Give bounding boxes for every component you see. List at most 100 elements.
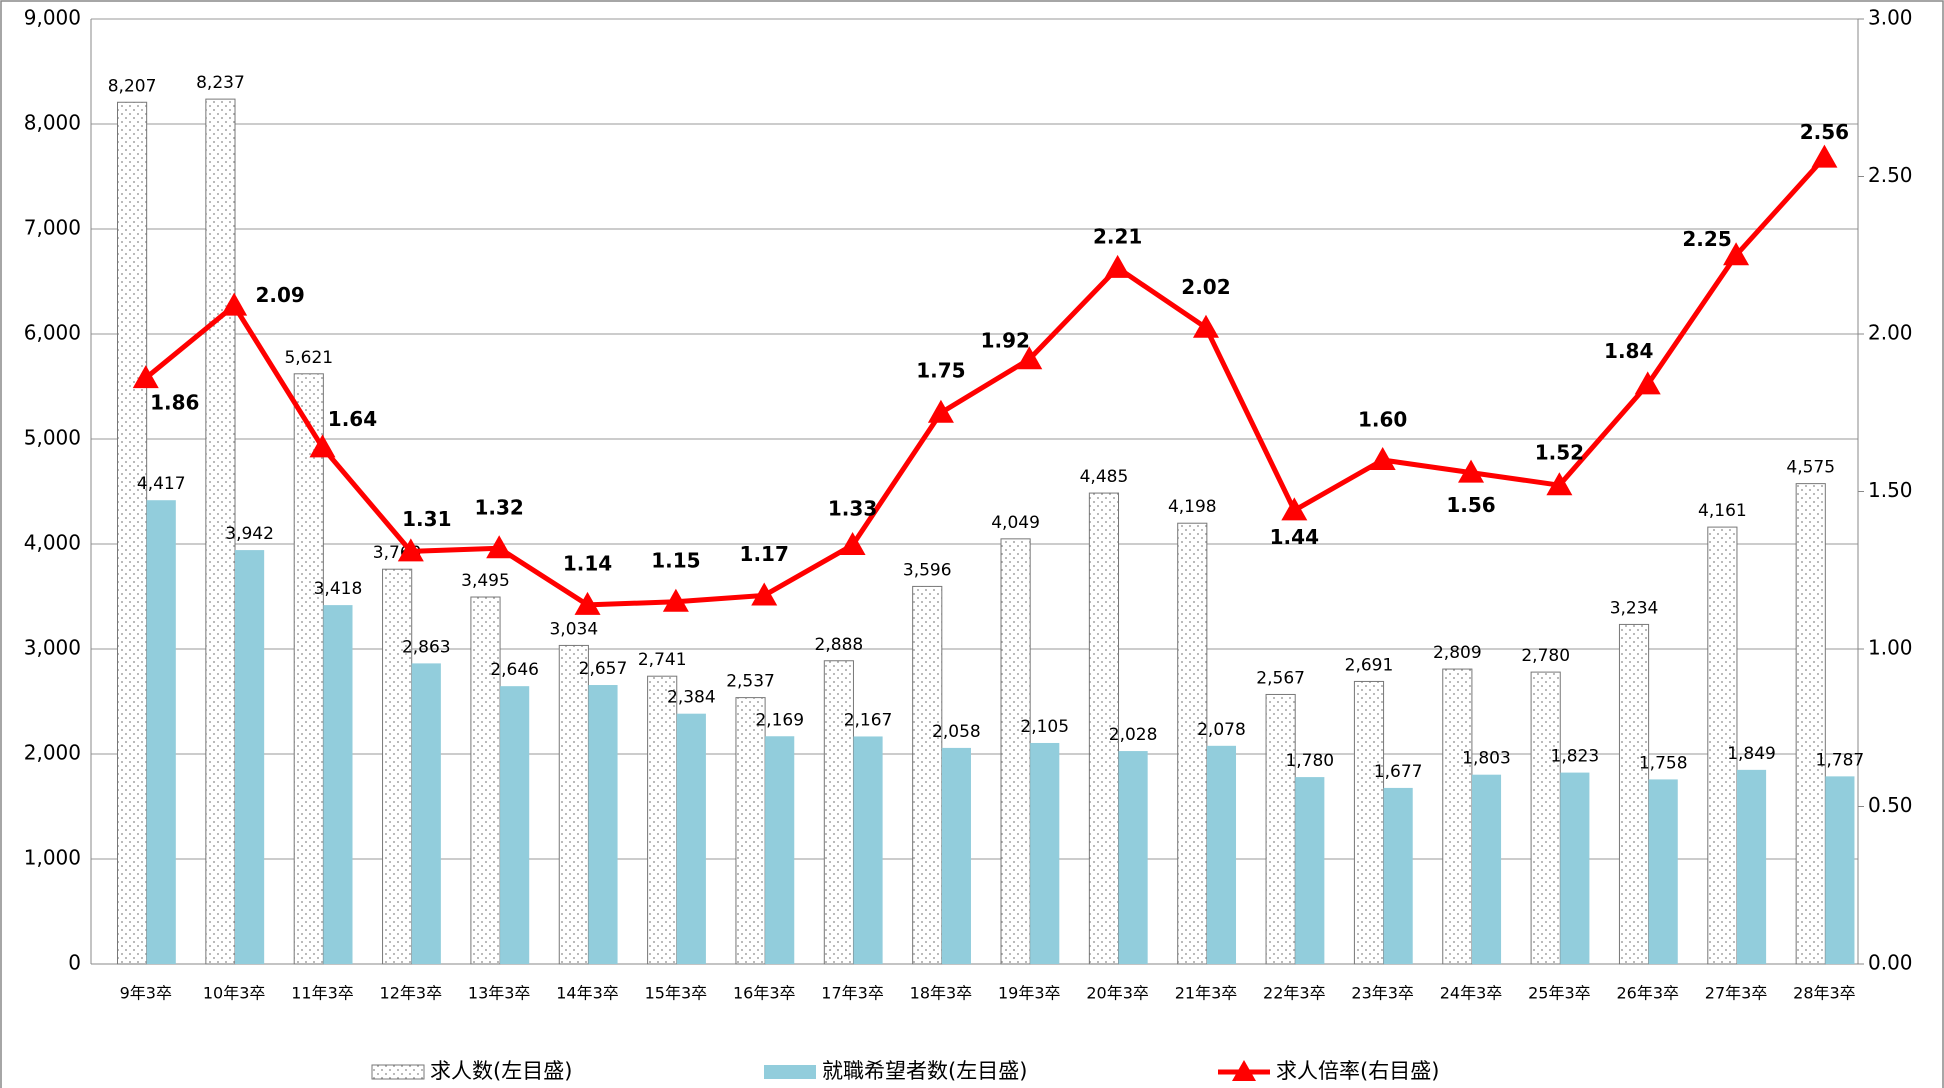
line-marker <box>1104 254 1131 278</box>
line-marker <box>751 582 778 606</box>
x-tick-label: 14年3卒 <box>556 984 619 1003</box>
bar <box>293 373 324 965</box>
line-value-label: 2.25 <box>1682 227 1731 251</box>
line-value-label: 1.33 <box>828 497 877 521</box>
x-tick-label: 15年3卒 <box>645 984 708 1003</box>
bar <box>470 596 501 965</box>
line-marker <box>1458 459 1485 483</box>
bar <box>823 660 854 965</box>
x-tick-label: 12年3卒 <box>380 984 443 1003</box>
bar <box>765 736 795 964</box>
bar <box>117 101 148 965</box>
legend-label: 求人数(左目盛) <box>430 1059 572 1083</box>
line-value-label: 1.52 <box>1535 441 1584 465</box>
plot-area <box>91 19 1858 964</box>
bar-value-label: 1,803 <box>1462 749 1511 769</box>
legend-label: 求人倍率(右目盛) <box>1276 1059 1439 1083</box>
line-value-label: 1.15 <box>651 548 700 572</box>
bar-value-label: 4,161 <box>1698 501 1747 521</box>
bar-value-label: 2,167 <box>844 710 893 730</box>
x-tick-label: 18年3卒 <box>910 984 973 1003</box>
bar <box>1000 538 1031 965</box>
bar-value-label: 4,198 <box>1168 497 1217 517</box>
bar <box>1618 623 1650 965</box>
line-marker <box>1369 447 1396 470</box>
x-tick-label: 9年3卒 <box>120 984 172 1003</box>
line-marker <box>1634 371 1661 395</box>
bar-value-label: 2,078 <box>1197 720 1246 740</box>
x-tick-label: 19年3卒 <box>998 984 1061 1003</box>
line-value-label: 1.56 <box>1446 493 1495 517</box>
line-value-label: 1.17 <box>740 542 789 566</box>
bar-value-label: 3,942 <box>225 524 274 544</box>
line-value-label: 1.60 <box>1358 408 1407 432</box>
bar-value-label: 8,237 <box>196 73 245 93</box>
bar-value-label: 2,058 <box>932 722 981 742</box>
bar <box>1795 483 1826 965</box>
bar <box>1118 751 1148 964</box>
bar-value-label: 4,049 <box>991 513 1040 533</box>
line-value-label: 1.44 <box>1270 525 1319 549</box>
bar-value-label: 1,677 <box>1374 762 1423 782</box>
bar <box>1530 671 1561 965</box>
bar <box>205 98 236 965</box>
line-marker <box>1281 497 1308 521</box>
bar-value-label: 2,646 <box>490 660 539 680</box>
bar-value-label: 3,034 <box>549 619 598 639</box>
x-tick-label: 10年3卒 <box>203 984 266 1003</box>
y-tick-label: 3,000 <box>24 636 81 660</box>
bar <box>1353 680 1385 965</box>
legend-label: 就職希望者数(左目盛) <box>822 1059 1027 1083</box>
bar <box>1177 522 1208 965</box>
x-tick-label: 11年3卒 <box>291 984 354 1003</box>
bar-value-label: 2,169 <box>755 710 804 730</box>
line-value-label: 2.09 <box>255 283 304 307</box>
bar-value-label: 3,495 <box>461 571 510 591</box>
bar <box>676 713 706 964</box>
y2-tick-label: 1.50 <box>1868 478 1913 502</box>
bar <box>588 685 618 964</box>
bar <box>1088 492 1120 965</box>
line-marker <box>839 532 866 556</box>
bar-value-label: 4,485 <box>1080 467 1129 487</box>
y-tick-label: 7,000 <box>24 216 81 240</box>
bar <box>1295 777 1325 964</box>
bar-value-label: 2,657 <box>579 659 628 679</box>
bar-value-label: 2,809 <box>1433 643 1482 663</box>
bar-value-label: 4,575 <box>1786 458 1835 478</box>
bar <box>411 663 441 964</box>
line-marker <box>132 365 159 389</box>
x-tick-label: 17年3卒 <box>821 984 884 1003</box>
bar <box>941 747 971 964</box>
bar <box>500 686 530 964</box>
bar <box>1442 668 1473 965</box>
y-tick-label: 5,000 <box>24 426 81 450</box>
line-marker <box>309 434 336 458</box>
line-value-label: 2.02 <box>1181 275 1230 299</box>
line-value-label: 1.31 <box>402 507 451 531</box>
bar-value-label: 1,758 <box>1639 753 1688 773</box>
bar <box>853 736 883 964</box>
bar <box>1648 779 1678 964</box>
line-value-label: 2.21 <box>1093 224 1142 248</box>
bar-value-label: 2,741 <box>638 650 687 670</box>
y2-tick-label: 2.00 <box>1868 321 1913 345</box>
y-tick-label: 0 <box>68 951 81 975</box>
bar <box>382 568 413 965</box>
bar-value-label: 2,888 <box>815 635 864 655</box>
line-marker <box>486 535 513 559</box>
bar <box>146 500 176 964</box>
y2-tick-label: 0.00 <box>1868 951 1913 975</box>
y2-tick-label: 2.50 <box>1868 163 1913 187</box>
bar <box>1825 776 1855 964</box>
line-marker <box>662 588 689 612</box>
line-marker <box>1016 346 1043 370</box>
line-marker <box>1546 472 1573 496</box>
bar-value-label: 4,417 <box>137 474 186 494</box>
line-value-label: 2.56 <box>1800 120 1849 144</box>
line-marker <box>397 538 424 562</box>
line-marker <box>221 292 248 316</box>
x-tick-label: 27年3卒 <box>1705 984 1768 1003</box>
y2-tick-label: 0.50 <box>1868 793 1913 817</box>
bar-value-label: 3,234 <box>1610 598 1659 618</box>
